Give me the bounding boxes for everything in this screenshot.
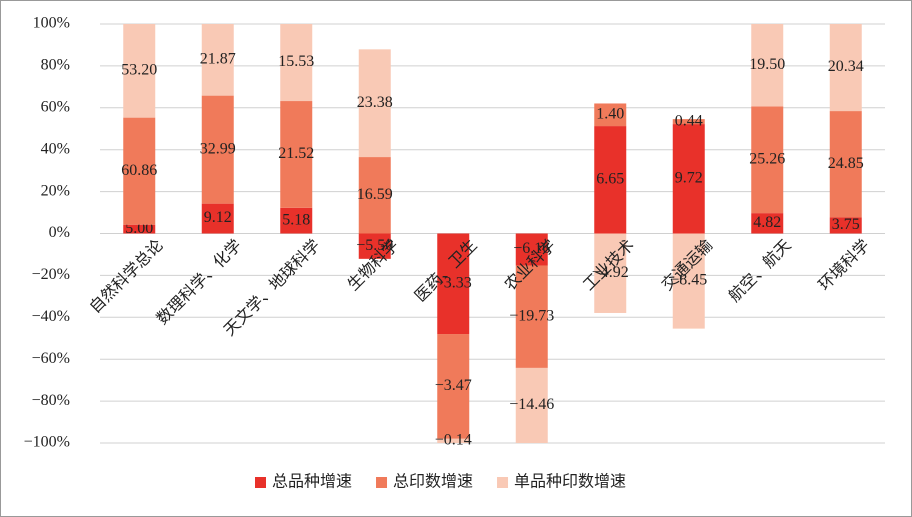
data-label: −8.45 xyxy=(670,272,707,289)
bar-segment xyxy=(594,126,627,234)
bar-segment xyxy=(515,265,548,368)
bar-segment xyxy=(358,233,391,259)
bar-segment xyxy=(280,207,313,234)
data-label: 21.87 xyxy=(200,50,236,67)
bar-segment xyxy=(201,95,234,204)
data-label: −3.33 xyxy=(435,274,472,291)
bar-segment xyxy=(829,111,862,218)
data-label: 15.53 xyxy=(278,53,314,70)
data-label: −0.14 xyxy=(435,432,472,449)
legend-label: 单品种印数增速 xyxy=(514,473,626,491)
y-tick-label: −60% xyxy=(32,350,70,367)
data-label: 3.75 xyxy=(832,216,860,233)
legend-swatch xyxy=(497,477,509,488)
bar-segment xyxy=(672,124,705,234)
data-label: 25.26 xyxy=(749,150,785,167)
bar-segment xyxy=(594,103,627,127)
y-tick-label: −100% xyxy=(24,434,70,451)
y-tick-label: 100% xyxy=(33,15,70,32)
bar-segment xyxy=(594,233,627,313)
data-label: 20.34 xyxy=(828,58,864,75)
y-tick-label: 20% xyxy=(41,182,70,199)
legend-label: 总品种增速 xyxy=(272,473,352,491)
bar-segment xyxy=(751,106,784,214)
bar-segment xyxy=(123,224,156,234)
data-label: 5.18 xyxy=(282,211,310,228)
data-label: 32.99 xyxy=(200,140,236,157)
y-tick-label: 80% xyxy=(41,57,70,74)
data-label: 4.82 xyxy=(753,214,781,231)
bar-segment xyxy=(672,119,705,125)
data-label: −6.16 xyxy=(513,240,550,257)
data-label: 1.40 xyxy=(596,105,624,122)
data-label: −3.47 xyxy=(435,377,472,394)
bar-segment xyxy=(515,367,548,443)
y-tick-label: 60% xyxy=(41,98,70,115)
bar-segment xyxy=(672,233,705,329)
bar-segment xyxy=(123,24,156,118)
bar-segment xyxy=(280,101,313,208)
bar-segment xyxy=(358,157,391,234)
bar-segment xyxy=(515,233,548,266)
data-label: 0.44 xyxy=(675,112,703,129)
y-tick-label: −40% xyxy=(32,308,70,325)
data-label: −14.46 xyxy=(509,396,554,413)
bar-segment xyxy=(437,233,470,335)
legend-swatch xyxy=(255,477,266,488)
bar-segment xyxy=(201,203,234,234)
data-label: 9.12 xyxy=(204,209,232,226)
bar-segment xyxy=(829,217,862,234)
bar-segment xyxy=(829,24,862,112)
bar-segment xyxy=(280,24,313,102)
legend-swatch xyxy=(376,477,388,488)
y-tick-label: 0% xyxy=(49,224,70,241)
data-label: −4.92 xyxy=(592,264,629,281)
y-tick-label: −20% xyxy=(32,266,70,283)
data-label: −19.73 xyxy=(509,307,554,324)
bar-segment xyxy=(751,24,784,107)
bar-segment xyxy=(123,117,156,225)
data-label: 53.20 xyxy=(121,61,157,78)
data-label: 60.86 xyxy=(121,162,157,179)
data-label: 23.38 xyxy=(357,94,393,111)
legend-label: 总印数增速 xyxy=(393,473,473,491)
data-label: 19.50 xyxy=(749,56,785,73)
y-tick-label: 40% xyxy=(41,140,70,157)
data-label: 9.72 xyxy=(675,169,703,186)
bar-segment xyxy=(437,438,470,443)
data-label: 21.52 xyxy=(278,145,314,162)
bar-segment xyxy=(201,24,234,96)
data-label: 16.59 xyxy=(357,186,393,203)
data-label: 24.85 xyxy=(828,155,864,172)
bar-segment xyxy=(358,49,391,158)
data-label: 6.65 xyxy=(596,170,624,187)
data-label: −5.50 xyxy=(356,237,393,254)
y-tick-label: −80% xyxy=(32,392,70,409)
bar-segment xyxy=(751,213,784,234)
bar-segment xyxy=(437,334,470,439)
